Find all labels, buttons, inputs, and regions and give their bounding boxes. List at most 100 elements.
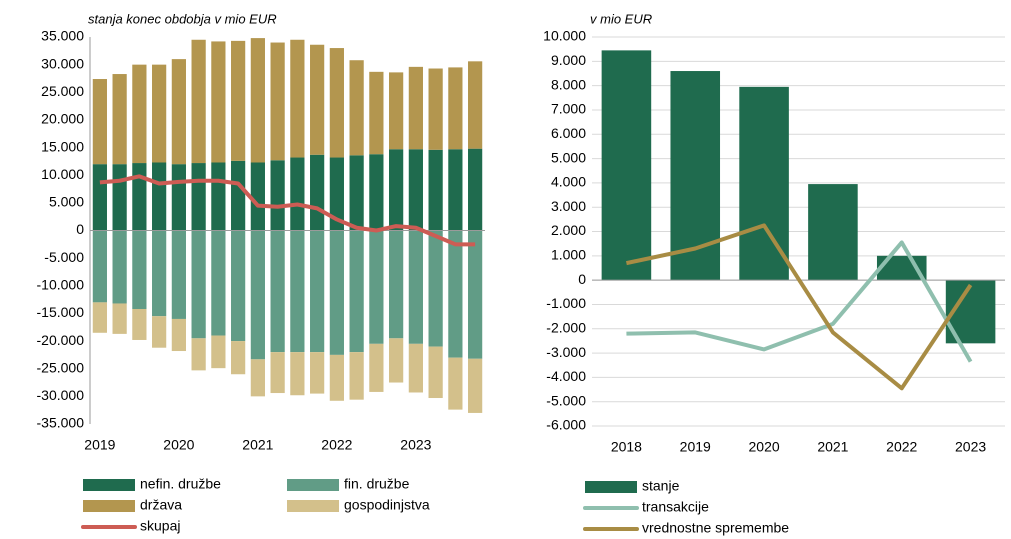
bar xyxy=(290,157,305,231)
legend-label: transakcije xyxy=(642,499,709,515)
x-tick-label: 2021 xyxy=(242,437,273,453)
bar xyxy=(468,358,483,413)
bar xyxy=(408,66,423,150)
bar xyxy=(191,163,206,231)
x-tick-label: 2020 xyxy=(163,437,194,453)
bar xyxy=(448,149,463,231)
y-tick-label: 10.000 xyxy=(543,28,586,44)
y-tick-label: 1.000 xyxy=(551,247,586,263)
y-tick-label: -2.000 xyxy=(546,319,586,335)
legend-swatch xyxy=(287,500,339,512)
legend-label: nefin. družbe xyxy=(140,476,221,492)
bar xyxy=(310,44,325,155)
bar xyxy=(290,39,305,158)
y-tick-label: 15.000 xyxy=(41,138,84,154)
y-tick-label: 4.000 xyxy=(551,174,586,190)
bar xyxy=(250,359,265,397)
bar xyxy=(428,149,443,231)
bar xyxy=(152,230,167,317)
bar xyxy=(112,74,127,165)
bar xyxy=(112,303,127,334)
bar xyxy=(808,184,858,281)
bar xyxy=(408,149,423,231)
bar xyxy=(428,346,443,399)
y-tick-label: 3.000 xyxy=(551,198,586,214)
bar xyxy=(389,230,404,339)
legend-swatch xyxy=(83,500,135,512)
bar xyxy=(112,164,127,231)
bar xyxy=(408,343,423,393)
bar xyxy=(601,50,652,281)
bar xyxy=(191,230,206,339)
bar xyxy=(389,149,404,231)
bar xyxy=(211,335,226,369)
bar xyxy=(290,230,305,353)
bar xyxy=(92,302,107,333)
x-tick-label: 2022 xyxy=(321,437,352,453)
bar xyxy=(349,230,364,353)
legend-swatch xyxy=(585,481,637,493)
bar xyxy=(112,230,127,304)
bar xyxy=(191,338,206,371)
bar xyxy=(448,357,463,410)
bar xyxy=(369,230,384,344)
legend-swatch xyxy=(287,479,339,491)
bar xyxy=(211,230,226,336)
legend-label: stanje xyxy=(642,478,680,494)
bar xyxy=(152,316,167,348)
bar xyxy=(211,162,226,231)
bar xyxy=(171,318,186,352)
y-tick-label: -4.000 xyxy=(546,368,586,384)
bar xyxy=(369,343,384,392)
bar xyxy=(270,160,285,231)
bar xyxy=(231,341,246,375)
bar xyxy=(290,352,305,396)
y-tick-label: 0 xyxy=(578,271,586,287)
y-tick-label: -10.000 xyxy=(37,276,85,292)
x-tick-label: 2020 xyxy=(749,439,780,455)
bar xyxy=(468,148,483,231)
y-tick-label: -20.000 xyxy=(37,332,85,348)
bar xyxy=(152,162,167,231)
bar xyxy=(408,230,423,344)
bar xyxy=(92,164,107,231)
y-tick-label: 5.000 xyxy=(551,149,586,165)
bar xyxy=(448,230,463,358)
y-tick-label: 10.000 xyxy=(41,166,84,182)
y-tick-label: -3.000 xyxy=(546,344,586,360)
line xyxy=(626,240,973,363)
y-tick-label: 7.000 xyxy=(551,101,586,117)
line xyxy=(626,223,973,391)
y-tick-label: 20.000 xyxy=(41,111,84,127)
bar xyxy=(92,79,107,165)
y-tick-label: 6.000 xyxy=(551,125,586,141)
line xyxy=(99,174,476,247)
bar xyxy=(329,157,344,231)
bar xyxy=(310,154,325,231)
y-tick-label: -5.000 xyxy=(546,392,586,408)
y-tick-label: 9.000 xyxy=(551,52,586,68)
x-tick-label: 2022 xyxy=(886,439,917,455)
x-tick-label: 2019 xyxy=(680,439,711,455)
bar xyxy=(270,42,285,161)
bar xyxy=(369,71,384,155)
y-tick-label: -5.000 xyxy=(44,249,84,265)
y-tick-label: 8.000 xyxy=(551,76,586,92)
bar xyxy=(349,60,364,156)
legend-label: skupaj xyxy=(140,518,180,534)
bar xyxy=(250,162,265,231)
bar xyxy=(152,64,167,163)
bar xyxy=(231,230,246,342)
bar xyxy=(132,309,147,340)
legend-label: vrednostne spremembe xyxy=(642,520,789,536)
bar xyxy=(270,352,285,394)
bar xyxy=(349,155,364,231)
y-tick-label: -15.000 xyxy=(37,304,85,320)
bar xyxy=(369,154,384,231)
y-tick-label: 25.000 xyxy=(41,83,84,99)
y-tick-label: 2.000 xyxy=(551,222,586,238)
bar xyxy=(389,338,404,383)
x-tick-label: 2023 xyxy=(400,437,431,453)
x-tick-label: 2018 xyxy=(611,439,642,455)
